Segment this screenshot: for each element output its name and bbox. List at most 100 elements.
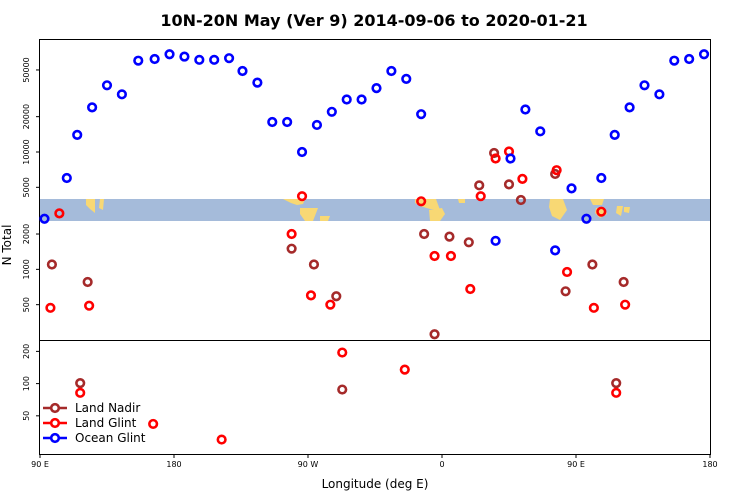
land-nadir-point-11	[474, 180, 485, 191]
legend-label-land-nadir: Land Nadir	[75, 401, 140, 415]
x-tick-label-1: 180	[166, 460, 181, 469]
y-upper-tick-label-3: 5000	[22, 177, 31, 197]
land-glint-point-11	[399, 364, 410, 375]
y-lower-tick-label-2: 200	[22, 344, 31, 359]
ocean-glint-point-30	[550, 245, 561, 256]
land-nadir-point-16	[560, 286, 571, 297]
land-glint-point-12	[416, 196, 427, 207]
legend-marker-land-glint	[49, 417, 61, 429]
y-axis-lower: 50 100 200	[22, 344, 40, 421]
ocean-glint-point-7	[149, 53, 160, 65]
land-glint-point-8	[305, 290, 317, 301]
ocean-glint-point-38	[669, 55, 680, 66]
land-glint-point-0	[45, 302, 56, 313]
land-nadir-point-9	[444, 231, 455, 242]
land-glint-point-19	[517, 173, 528, 184]
ocean-glint-point-40	[698, 49, 710, 60]
ocean-glint-point-2	[72, 129, 83, 140]
map-landmass-11	[616, 206, 623, 216]
land-nadir-point-7	[419, 228, 430, 240]
land-glint-point-10	[337, 347, 348, 358]
y-upper-tick-label-0: 500	[22, 297, 31, 312]
ocean-glint-point-1	[61, 172, 72, 184]
land-nadir-point-18	[611, 378, 622, 389]
y-upper-tick-label-6: 50000	[22, 57, 31, 82]
y-upper-tick-label-2: 2000	[22, 224, 31, 244]
ocean-glint-point-32	[581, 213, 592, 224]
ocean-glint-point-37	[654, 89, 665, 100]
ocean-glint-point-4	[101, 80, 113, 91]
land-nadir-point-12	[489, 147, 500, 159]
map-landmass-9	[590, 199, 604, 205]
ocean-glint-point-14	[252, 77, 263, 88]
ocean-glint-point-33	[596, 172, 607, 184]
ocean-glint-point-8	[164, 49, 175, 60]
map-landmass-8	[549, 199, 567, 220]
land-glint-point-1	[54, 208, 65, 219]
y-upper-tick-label-1: 1000	[22, 259, 31, 279]
legend-marker-land-nadir	[49, 402, 61, 414]
map-ocean	[40, 199, 710, 221]
land-glint-point-4	[148, 418, 159, 430]
ocean-glint-point-24	[401, 73, 412, 84]
lower-panel-frame	[39, 340, 711, 455]
land-nadir-point-17	[587, 259, 598, 270]
x-tick-label-3: 0	[439, 460, 444, 469]
ocean-glint-point-35	[624, 102, 635, 113]
legend-label-land-glint: Land Glint	[75, 416, 137, 430]
land-nadir-point-1	[75, 378, 86, 389]
land-nadir-point-4	[308, 259, 320, 270]
ocean-glint-point-19	[326, 106, 337, 117]
x-axis-label: Longitude (deg E)	[322, 477, 429, 491]
x-tick-label-0: 90 E	[31, 460, 49, 469]
land-glint-point-15	[465, 283, 476, 295]
ocean-glint-point-39	[684, 53, 695, 65]
ocean-glint-point-10	[194, 54, 205, 65]
ocean-glint-point-31	[566, 183, 577, 194]
land-glint-point-14	[445, 250, 457, 262]
map-landmass-1	[99, 199, 104, 210]
y-lower-tick-label-0: 50	[22, 411, 31, 421]
land-glint-point-9	[325, 299, 336, 310]
land-nadir-point-19	[618, 276, 629, 288]
land-glint-point-22	[588, 302, 599, 313]
ocean-glint-point-34	[609, 129, 620, 140]
land-glint-point-17	[490, 153, 501, 164]
data-points	[39, 49, 710, 445]
land-nadir-point-10	[463, 237, 474, 248]
ocean-glint-point-0	[39, 213, 50, 224]
map-landmass-12	[624, 207, 630, 213]
ocean-glint-point-11	[209, 54, 220, 65]
land-nadir-point-5	[331, 291, 342, 302]
ocean-glint-point-12	[223, 53, 235, 64]
land-glint-point-21	[561, 266, 573, 278]
land-nadir-point-6	[337, 384, 348, 395]
land-nadir-point-8	[429, 329, 440, 340]
land-glint-point-25	[620, 299, 631, 310]
ocean-glint-point-13	[237, 65, 248, 77]
land-glint-point-2	[75, 387, 86, 398]
legend-marker-ocean-glint	[49, 432, 61, 444]
ocean-glint-point-6	[133, 55, 144, 66]
ocean-glint-point-20	[341, 94, 352, 105]
map-landmass-5	[415, 199, 440, 210]
map-landmass-4	[320, 216, 330, 221]
x-tick-label-2: 90 W	[298, 460, 319, 469]
y-upper-tick-label-5: 20000	[22, 104, 31, 129]
ocean-glint-point-21	[356, 94, 367, 105]
map-landmass-3	[300, 208, 318, 221]
land-nadir-point-14	[515, 194, 527, 206]
land-glint-point-3	[84, 300, 95, 311]
ocean-glint-point-9	[179, 51, 190, 62]
ocean-glint-point-36	[639, 80, 650, 91]
land-nadir-point-13	[503, 179, 515, 190]
x-axis: 90 E 180 90 W 0 90 E 180	[31, 454, 718, 469]
ocean-glint-point-26	[490, 235, 501, 246]
chart-title: 10N-20N May (Ver 9) 2014-09-06 to 2020-0…	[160, 11, 587, 30]
land-nadir-point-3	[286, 243, 297, 254]
ocean-glint-point-23	[386, 65, 397, 77]
land-glint-point-20	[551, 165, 562, 176]
legend-label-ocean-glint: Ocean Glint	[75, 431, 146, 445]
map-landmass-7	[458, 199, 465, 203]
